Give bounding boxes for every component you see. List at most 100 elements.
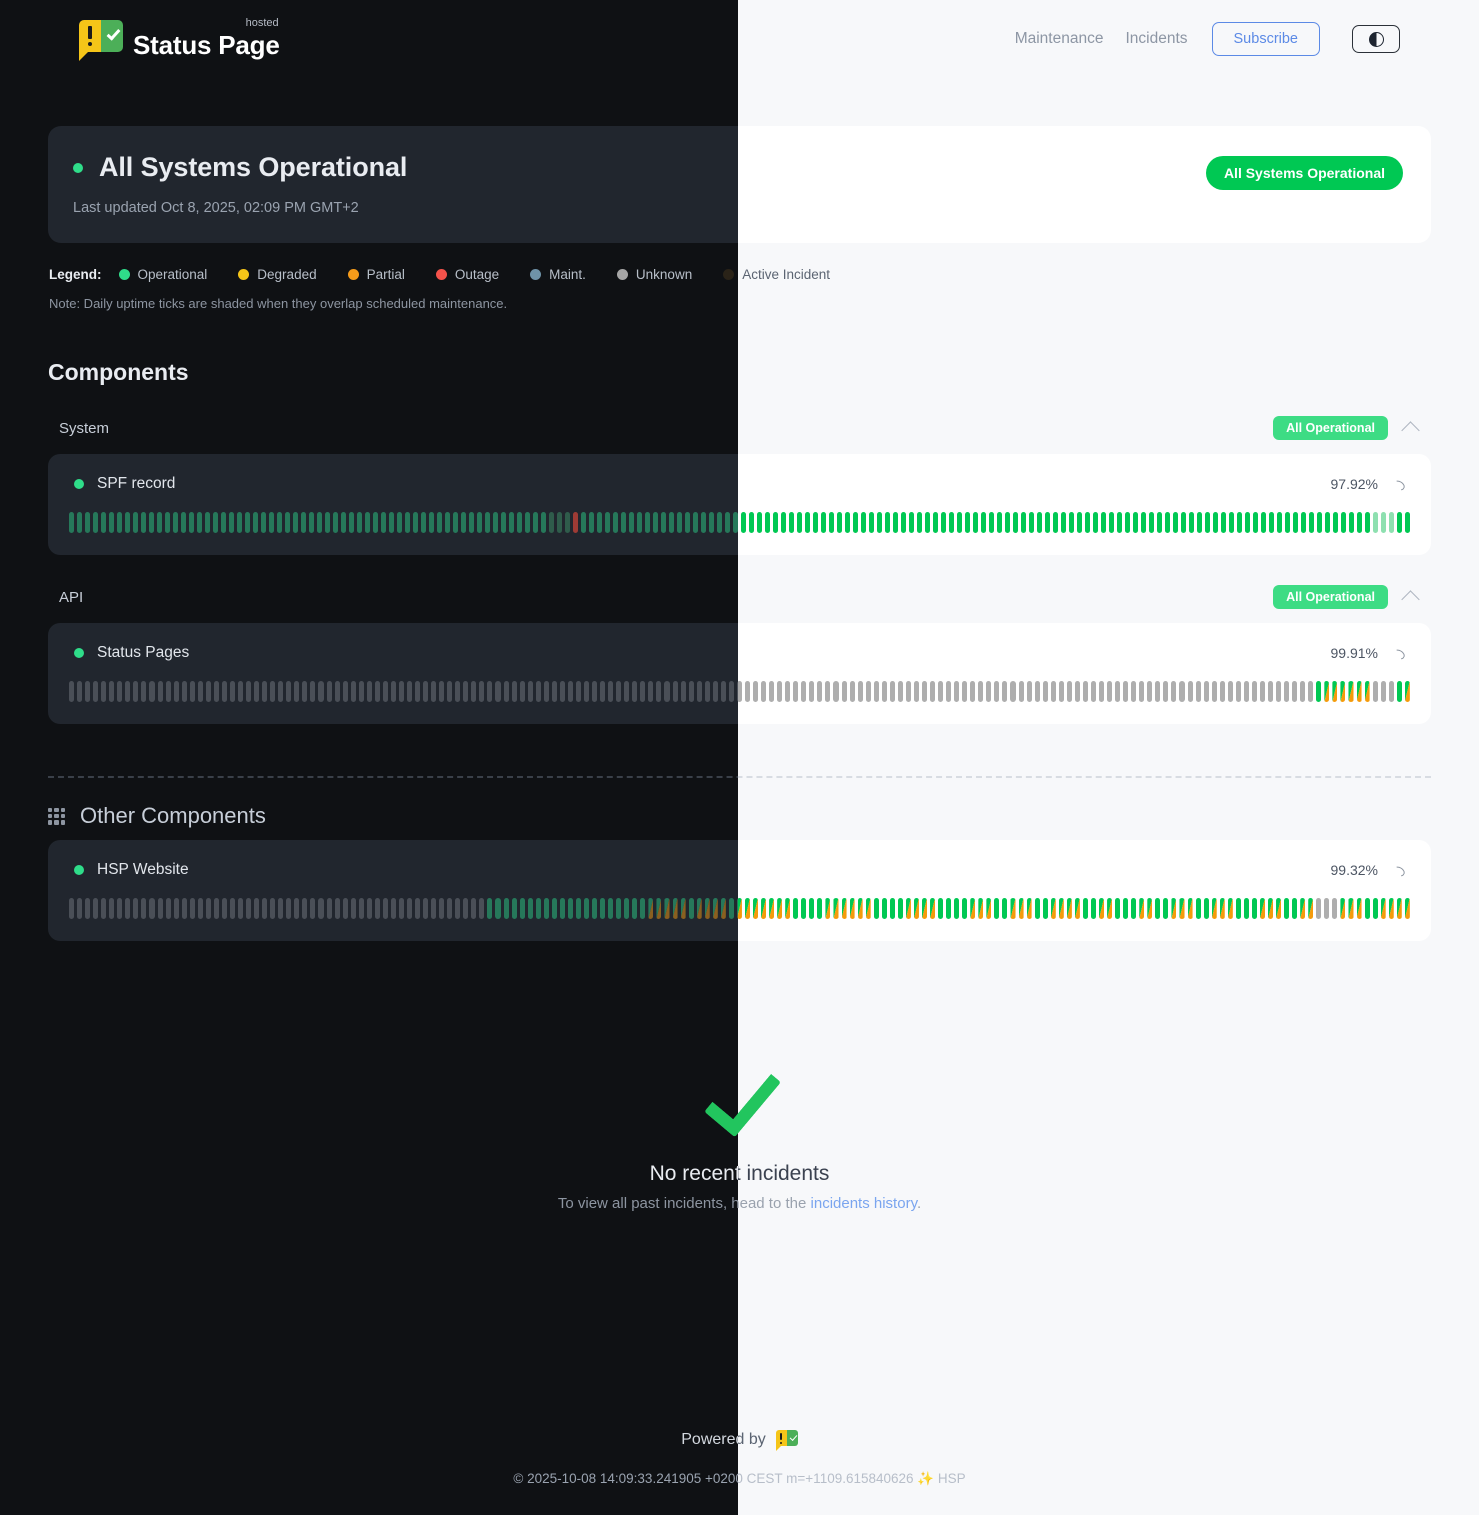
uptime-tick[interactable]	[165, 681, 171, 702]
uptime-tick[interactable]	[637, 512, 642, 533]
uptime-tick[interactable]	[479, 681, 485, 702]
uptime-tick[interactable]	[519, 681, 525, 702]
uptime-tick[interactable]	[1333, 512, 1338, 533]
uptime-tick[interactable]	[986, 898, 992, 919]
uptime-tick[interactable]	[1002, 898, 1008, 919]
uptime-tick[interactable]	[93, 681, 99, 702]
uptime-tick[interactable]	[453, 512, 458, 533]
uptime-tick[interactable]	[1340, 681, 1346, 702]
uptime-tick[interactable]	[1269, 512, 1274, 533]
uptime-tick[interactable]	[341, 512, 346, 533]
uptime-tick[interactable]	[624, 681, 630, 702]
uptime-tick[interactable]	[849, 681, 855, 702]
uptime-tick[interactable]	[189, 512, 194, 533]
uptime-tick[interactable]	[1292, 681, 1298, 702]
uptime-tick[interactable]	[680, 898, 686, 919]
uptime-tick[interactable]	[785, 681, 791, 702]
uptime-tick[interactable]	[917, 512, 922, 533]
uptime-tick[interactable]	[197, 512, 202, 533]
uptime-tick[interactable]	[549, 512, 554, 533]
uptime-tick[interactable]	[1082, 681, 1088, 702]
uptime-tick[interactable]	[173, 898, 179, 919]
uptime-tick[interactable]	[1139, 898, 1145, 919]
uptime-tick[interactable]	[881, 898, 887, 919]
uptime-tick[interactable]	[117, 898, 123, 919]
uptime-tick[interactable]	[141, 512, 146, 533]
uptime-tick[interactable]	[246, 681, 252, 702]
uptime-tick[interactable]	[853, 512, 858, 533]
uptime-tick[interactable]	[511, 898, 517, 919]
uptime-tick[interactable]	[431, 898, 437, 919]
uptime-tick[interactable]	[358, 681, 364, 702]
uptime-tick[interactable]	[1365, 512, 1370, 533]
uptime-tick[interactable]	[1267, 898, 1274, 919]
uptime-tick[interactable]	[213, 898, 219, 919]
uptime-tick[interactable]	[527, 898, 533, 919]
uptime-tick[interactable]	[237, 898, 244, 919]
uptime-tick[interactable]	[1373, 512, 1378, 533]
uptime-tick[interactable]	[221, 512, 226, 533]
uptime-tick[interactable]	[389, 512, 394, 533]
uptime-tick[interactable]	[624, 898, 630, 919]
uptime-tick[interactable]	[93, 898, 99, 919]
uptime-tick[interactable]	[1053, 512, 1058, 533]
uptime-tick[interactable]	[1157, 512, 1162, 533]
uptime-tick[interactable]	[237, 681, 244, 702]
uptime-tick[interactable]	[1018, 681, 1024, 702]
uptime-tick[interactable]	[1221, 512, 1226, 533]
uptime-tick[interactable]	[390, 681, 396, 702]
uptime-tick[interactable]	[957, 512, 962, 533]
uptime-tick[interactable]	[398, 681, 404, 702]
uptime-tick[interactable]	[829, 512, 834, 533]
uptime-tick[interactable]	[1115, 898, 1121, 919]
uptime-tick[interactable]	[1050, 681, 1056, 702]
uptime-tick[interactable]	[285, 512, 290, 533]
overall-status-badge[interactable]: All Systems Operational	[1205, 156, 1403, 190]
uptime-tick[interactable]	[525, 512, 530, 533]
uptime-tick[interactable]	[77, 512, 82, 533]
uptime-tick[interactable]	[1349, 512, 1354, 533]
chevron-up-icon[interactable]	[1401, 420, 1420, 440]
uptime-tick[interactable]	[1261, 512, 1266, 533]
uptime-tick[interactable]	[559, 898, 565, 919]
uptime-tick[interactable]	[905, 681, 911, 702]
uptime-tick[interactable]	[885, 512, 890, 533]
uptime-tick[interactable]	[551, 898, 557, 919]
uptime-tick[interactable]	[479, 898, 485, 919]
uptime-tick[interactable]	[245, 512, 250, 533]
uptime-tick[interactable]	[101, 898, 107, 919]
uptime-tick[interactable]	[437, 512, 442, 533]
uptime-tick[interactable]	[592, 898, 598, 919]
uptime-tick[interactable]	[938, 898, 944, 919]
uptime-tick[interactable]	[1405, 512, 1410, 533]
uptime-tick[interactable]	[1117, 512, 1122, 533]
uptime-tick[interactable]	[717, 512, 722, 533]
uptime-tick[interactable]	[237, 512, 242, 533]
uptime-tick[interactable]	[881, 681, 887, 702]
uptime-tick[interactable]	[1284, 681, 1290, 702]
uptime-tick[interactable]	[1107, 898, 1113, 919]
uptime-tick[interactable]	[1147, 898, 1153, 919]
uptime-tick[interactable]	[229, 512, 234, 533]
uptime-tick[interactable]	[1211, 681, 1217, 702]
uptime-tick[interactable]	[789, 512, 794, 533]
uptime-tick[interactable]	[913, 898, 919, 919]
uptime-tick[interactable]	[1149, 512, 1154, 533]
uptime-tick[interactable]	[1042, 681, 1048, 702]
uptime-tick[interactable]	[781, 512, 786, 533]
uptime-tick[interactable]	[769, 898, 775, 919]
uptime-tick[interactable]	[197, 681, 203, 702]
uptime-tick[interactable]	[1115, 681, 1121, 702]
uptime-tick[interactable]	[157, 898, 163, 919]
uptime-tick[interactable]	[709, 512, 714, 533]
uptime-tick[interactable]	[1010, 898, 1016, 919]
uptime-tick[interactable]	[149, 898, 155, 919]
uptime-tick[interactable]	[930, 681, 936, 702]
uptime-tick[interactable]	[85, 512, 90, 533]
uptime-tick[interactable]	[1131, 898, 1137, 919]
uptime-tick[interactable]	[511, 681, 517, 702]
uptime-tick[interactable]	[165, 512, 170, 533]
uptime-tick[interactable]	[1276, 898, 1282, 919]
uptime-tick[interactable]	[1397, 512, 1402, 533]
uptime-tick[interactable]	[865, 681, 871, 702]
